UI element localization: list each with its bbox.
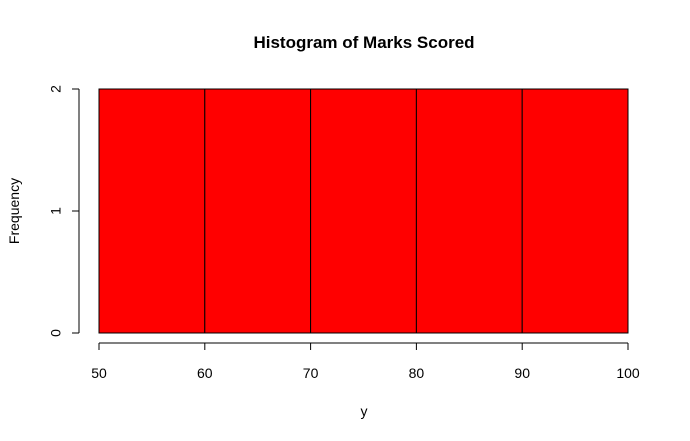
histogram-bar-50-60 [98,88,206,334]
histogram-bars [98,88,629,334]
y-tick-label: 0 [48,329,64,337]
x-axis-label: y [361,403,368,419]
chart-title: Histogram of Marks Scored [253,33,474,52]
x-tick-label: 70 [303,365,319,381]
y-axis: 0 1 2 [48,85,80,337]
histogram-bar-90-100 [521,88,629,334]
y-tick-label: 2 [48,85,64,93]
histogram-bar-70-80 [310,88,417,334]
histogram-bar-80-90 [415,88,523,334]
y-tick-label: 1 [48,207,64,215]
x-tick-label: 100 [616,365,640,381]
x-tick-label: 50 [91,365,107,381]
x-axis: 50 60 70 80 90 100 [91,342,640,381]
y-axis-label: Frequency [6,178,22,244]
x-tick-label: 60 [197,365,213,381]
x-tick-label: 80 [409,365,425,381]
x-tick-label: 90 [514,365,530,381]
histogram-bar-60-70 [204,88,312,334]
